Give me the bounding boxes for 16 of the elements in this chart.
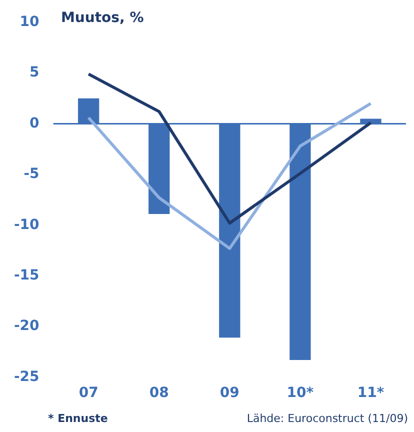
x-tick-label: 07 [78,385,98,402]
x-tick-label: 08 [149,385,169,402]
y-tick-label: -5 [24,166,40,182]
text: Lähde: Euroconstruct (11/09) [246,412,408,425]
y-tick-label: -25 [14,368,40,385]
y-tick-label: -10 [14,216,40,233]
x-tick-label: 09 [220,385,240,402]
y-tick-label: -20 [14,318,40,334]
text: * Ennuste [48,412,108,425]
y-tick-label: 10 [20,14,40,30]
x-tick-label: 10* [286,385,314,402]
y-tick-label: 0 [30,115,40,132]
x-tick-label: 11* [357,385,385,402]
y-tick-label: 5 [30,64,40,81]
y-tick-label: -15 [14,267,40,284]
chart-title: Muutos, % [58,10,147,26]
